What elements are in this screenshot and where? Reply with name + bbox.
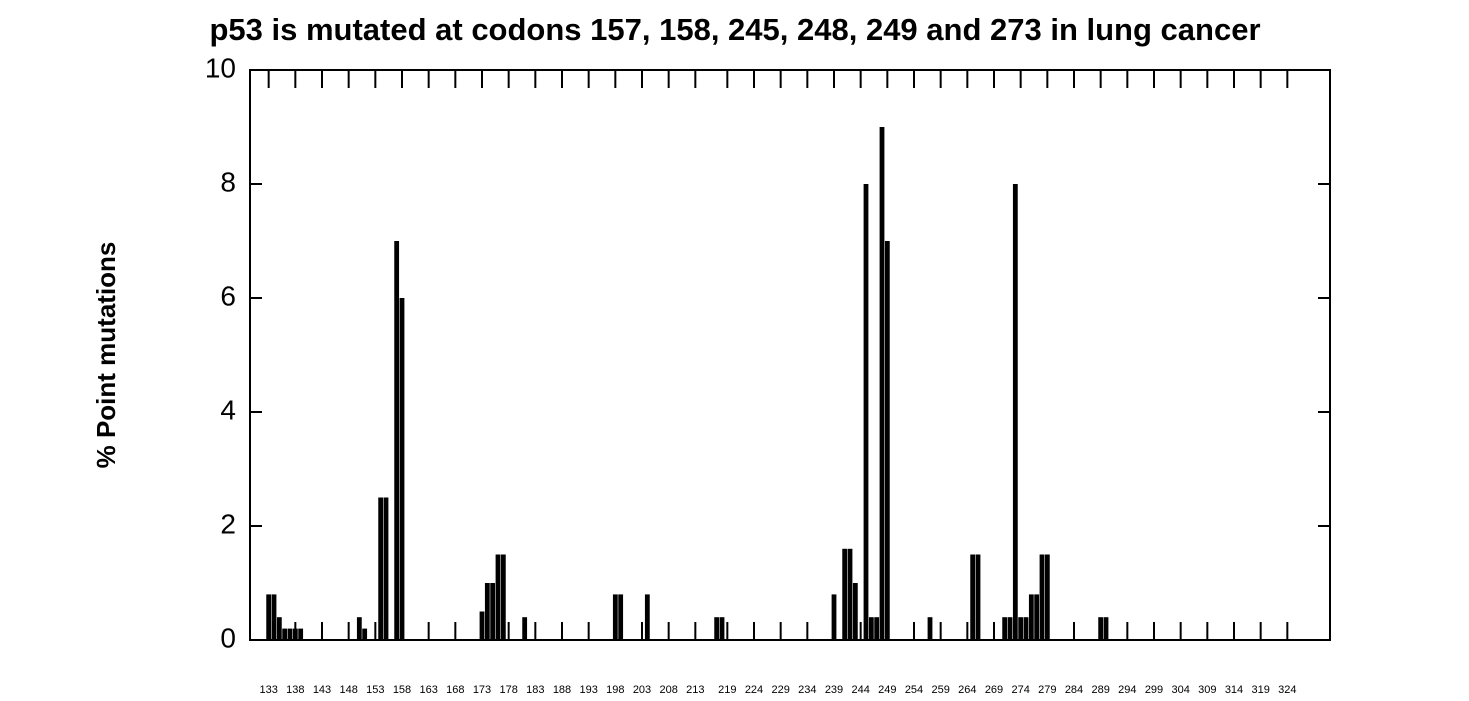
x-tick-label: 299 xyxy=(1145,684,1163,696)
x-tick-label: 133 xyxy=(259,684,277,696)
bar xyxy=(884,241,890,640)
bar xyxy=(500,554,506,640)
bar xyxy=(719,617,725,640)
bar xyxy=(874,617,880,640)
x-tick-label: 239 xyxy=(825,684,843,696)
bar xyxy=(1012,184,1018,640)
y-tick-label: 8 xyxy=(220,166,236,197)
x-tick-label: 289 xyxy=(1091,684,1109,696)
x-tick-label: 304 xyxy=(1171,684,1189,696)
y-tick-label: 2 xyxy=(220,508,236,539)
x-tick-label: 279 xyxy=(1038,684,1056,696)
bar xyxy=(927,617,933,640)
chart-title: p53 is mutated at codons 157, 158, 245, … xyxy=(209,12,1260,47)
y-tick-label: 4 xyxy=(220,394,236,425)
x-tick-label: 294 xyxy=(1118,684,1136,696)
bar xyxy=(1028,594,1034,640)
bar xyxy=(852,583,858,640)
bar xyxy=(1039,554,1045,640)
bar xyxy=(495,554,501,640)
bar xyxy=(1034,594,1040,640)
x-tick-label: 183 xyxy=(526,684,544,696)
bar xyxy=(847,548,853,640)
bar xyxy=(612,594,618,640)
x-tick-label: 153 xyxy=(366,684,384,696)
bar xyxy=(1023,617,1029,640)
bar xyxy=(394,241,400,640)
bar xyxy=(714,617,720,640)
x-tick-label: 143 xyxy=(313,684,331,696)
bar xyxy=(276,617,282,640)
x-tick-label: 219 xyxy=(718,684,736,696)
plot-frame xyxy=(249,69,1331,641)
bar xyxy=(266,594,272,640)
bar xyxy=(831,594,837,640)
x-tick-label: 314 xyxy=(1225,684,1243,696)
x-tick-label: 254 xyxy=(905,684,923,696)
x-tick-label: 213 xyxy=(686,684,704,696)
bar xyxy=(1103,617,1109,640)
x-tick-label: 163 xyxy=(419,684,437,696)
x-tick-label: 269 xyxy=(985,684,1003,696)
x-tick-label: 148 xyxy=(339,684,357,696)
bar xyxy=(975,554,981,640)
bar xyxy=(292,628,298,640)
bar xyxy=(378,497,384,640)
bar xyxy=(842,548,848,640)
x-tick-label: 203 xyxy=(633,684,651,696)
x-tick-label: 208 xyxy=(659,684,677,696)
bar xyxy=(356,617,362,640)
x-tick-label: 284 xyxy=(1065,684,1083,696)
bar xyxy=(399,298,405,640)
x-tick-label: 188 xyxy=(553,684,571,696)
bar xyxy=(1007,617,1013,640)
x-tick-label: 168 xyxy=(446,684,464,696)
y-tick-label: 10 xyxy=(205,52,236,83)
x-tick-label: 309 xyxy=(1198,684,1216,696)
bar xyxy=(490,583,496,640)
x-tick-label: 138 xyxy=(286,684,304,696)
bar xyxy=(1018,617,1024,640)
bar xyxy=(618,594,624,640)
x-tick-label: 249 xyxy=(878,684,896,696)
x-tick-label: 259 xyxy=(931,684,949,696)
bar xyxy=(479,611,485,640)
bar xyxy=(868,617,874,640)
x-tick-label: 244 xyxy=(851,684,869,696)
y-tick-label: 6 xyxy=(220,280,236,311)
bar xyxy=(644,594,650,640)
bar xyxy=(1098,617,1104,640)
bar xyxy=(879,127,885,640)
x-tick-label: 229 xyxy=(771,684,789,696)
x-tick-label: 264 xyxy=(958,684,976,696)
bar xyxy=(484,583,490,640)
bar xyxy=(383,497,389,640)
x-tick-label: 178 xyxy=(499,684,517,696)
x-tick-label: 173 xyxy=(473,684,491,696)
bar xyxy=(362,628,368,640)
x-tick-label: 224 xyxy=(745,684,763,696)
x-tick-label: 198 xyxy=(606,684,624,696)
x-tick-label: 274 xyxy=(1011,684,1029,696)
x-tick-label: 234 xyxy=(798,684,816,696)
bar xyxy=(1044,554,1050,640)
x-tick-label: 158 xyxy=(393,684,411,696)
x-tick-label: 324 xyxy=(1278,684,1296,696)
bar xyxy=(271,594,277,640)
bar xyxy=(287,628,293,640)
bar xyxy=(1002,617,1008,640)
bar xyxy=(863,184,869,640)
bar xyxy=(522,617,528,640)
bar xyxy=(970,554,976,640)
x-tick-label: 319 xyxy=(1251,684,1269,696)
bar xyxy=(298,628,304,640)
y-tick-label: 0 xyxy=(220,622,236,653)
x-tick-label: 193 xyxy=(579,684,597,696)
bar xyxy=(282,628,288,640)
y-axis-label: % Point mutations xyxy=(91,242,121,469)
